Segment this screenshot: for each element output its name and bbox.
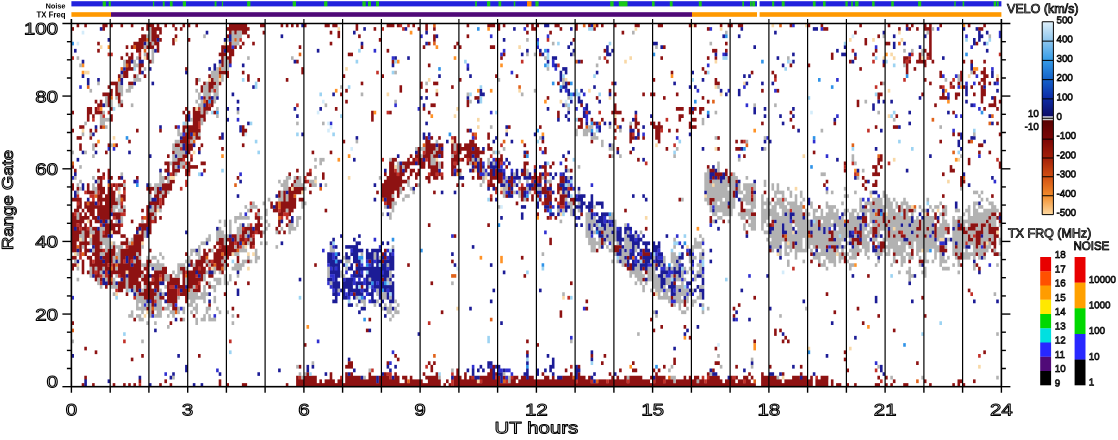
svg-text:1000: 1000	[1089, 301, 1111, 312]
svg-text:-400: -400	[1057, 189, 1077, 200]
svg-text:Noise: Noise	[46, 2, 66, 11]
svg-text:21: 21	[874, 400, 897, 419]
svg-text:15: 15	[641, 400, 664, 419]
svg-text:18: 18	[758, 400, 781, 419]
svg-text:18: 18	[1055, 250, 1066, 261]
svg-text:TX FRQ (MHz): TX FRQ (MHz)	[1008, 227, 1091, 241]
svg-text:20: 20	[35, 305, 58, 324]
svg-text:60: 60	[35, 160, 58, 179]
svg-text:-300: -300	[1057, 170, 1077, 181]
svg-text:0: 0	[1057, 112, 1063, 123]
svg-text:-100: -100	[1057, 131, 1077, 142]
svg-text:13: 13	[1055, 321, 1066, 332]
svg-text:1: 1	[1089, 378, 1094, 389]
svg-text:100: 100	[24, 19, 58, 38]
svg-text:400: 400	[1057, 35, 1074, 46]
svg-text:10000: 10000	[1089, 275, 1117, 286]
svg-text:-10: -10	[1025, 122, 1040, 133]
svg-text:-200: -200	[1057, 150, 1077, 161]
svg-text:VELO (km/s): VELO (km/s)	[1007, 2, 1079, 16]
svg-text:-500: -500	[1057, 208, 1077, 219]
svg-text:9: 9	[414, 400, 425, 419]
svg-text:14: 14	[1055, 307, 1066, 318]
svg-text:24: 24	[990, 400, 1013, 419]
svg-text:16: 16	[1055, 279, 1066, 290]
svg-text:9: 9	[1055, 378, 1060, 389]
svg-text:17: 17	[1055, 264, 1066, 275]
svg-text:12: 12	[525, 400, 548, 419]
svg-text:11: 11	[1055, 350, 1065, 361]
svg-text:Range Gate: Range Gate	[0, 150, 16, 250]
svg-text:0: 0	[66, 400, 77, 419]
svg-text:NOISE: NOISE	[1074, 241, 1110, 253]
svg-text:12: 12	[1055, 336, 1066, 347]
svg-text:0: 0	[47, 372, 58, 391]
svg-text:10: 10	[1055, 364, 1066, 375]
svg-text:40: 40	[35, 233, 58, 252]
svg-text:100: 100	[1057, 93, 1074, 104]
svg-text:200: 200	[1057, 73, 1074, 84]
svg-text:TX Freq: TX Freq	[36, 10, 65, 19]
svg-text:UT hours: UT hours	[495, 418, 579, 435]
svg-text:10: 10	[1089, 352, 1100, 363]
svg-text:300: 300	[1057, 54, 1074, 65]
svg-text:500: 500	[1057, 15, 1074, 26]
svg-text:6: 6	[298, 400, 309, 419]
svg-text:15: 15	[1055, 293, 1066, 304]
svg-text:100: 100	[1089, 326, 1106, 337]
svg-text:10: 10	[1028, 109, 1039, 120]
svg-text:3: 3	[182, 400, 193, 419]
svg-text:80: 80	[35, 87, 58, 106]
